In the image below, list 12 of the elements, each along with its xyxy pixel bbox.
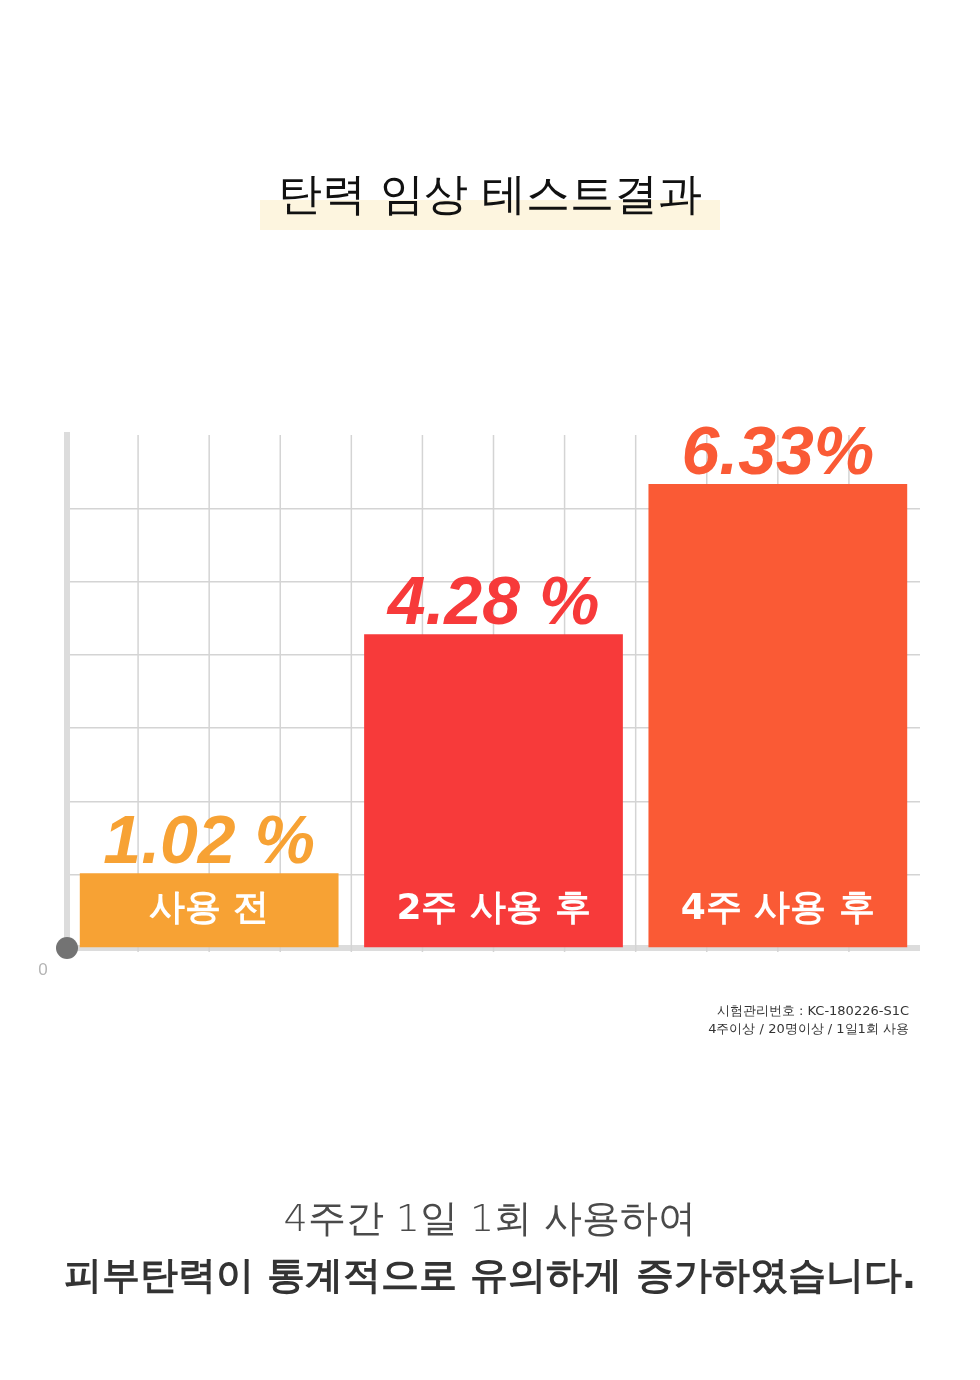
data-label: 6.33% <box>681 412 875 489</box>
text: 피부탄력이 통계적으로 유의하게 증가하였습니다. <box>62 1252 918 1299</box>
data-label: 1.02 % <box>103 801 316 878</box>
text: 시험관리번호 : KC-180226-S1C <box>715 1002 909 1020</box>
text: 4주간 1일 1회 사용하여 <box>282 1195 698 1242</box>
x-tick-label: 사용 전 <box>148 885 270 927</box>
text: 0 <box>38 959 48 979</box>
chart-title: 탄력 임상 테스트결과 <box>260 168 720 230</box>
x-tick-label: 4주 사용 후 <box>680 885 875 927</box>
x-tick-label: 2주 사용 후 <box>396 885 591 927</box>
text: 4주이상 / 20명이상 / 1일1회 사용 <box>708 1020 909 1038</box>
data-label: 4.28 % <box>385 562 600 639</box>
